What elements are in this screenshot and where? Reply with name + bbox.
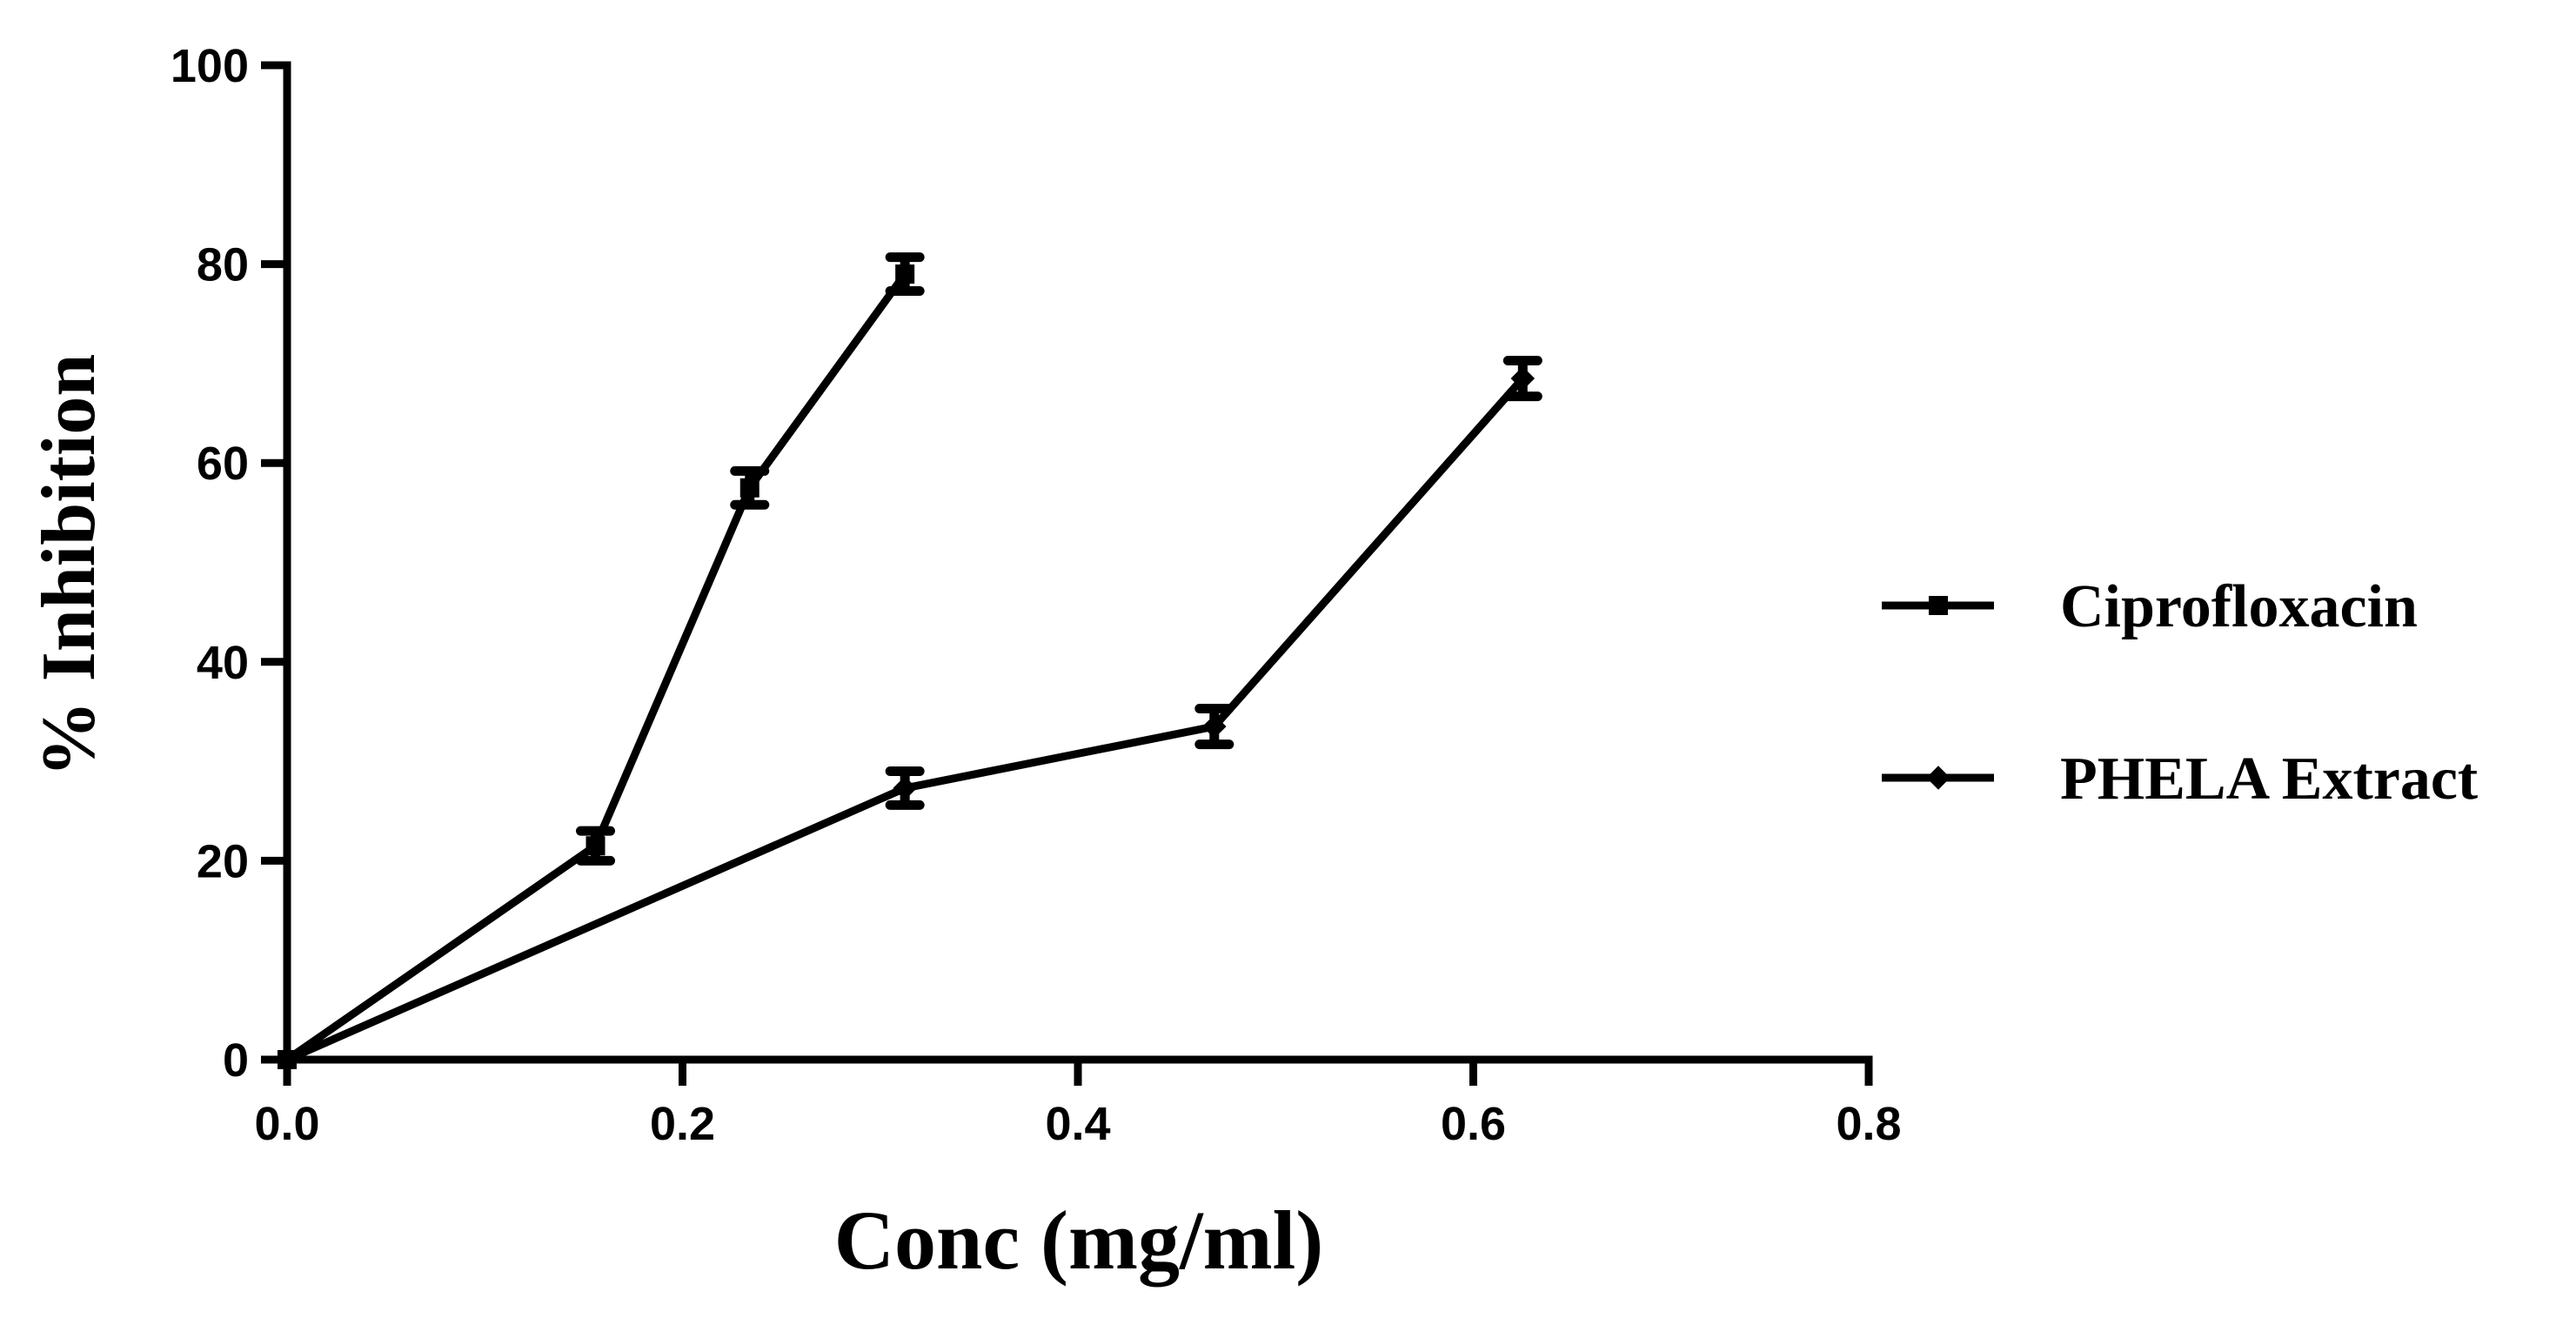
data-point: [739, 478, 759, 498]
legend-label: PHELA Extract: [2060, 746, 2478, 813]
x-tick-label: 0.8: [1836, 1098, 1901, 1150]
x-axis-title: Conc (mg/ml): [834, 1194, 1324, 1287]
y-tick-label: 40: [197, 637, 249, 689]
y-tick-label: 20: [197, 835, 249, 887]
x-tick-label: 0.4: [1045, 1098, 1110, 1150]
y-axis-title: % Inhibition: [27, 354, 111, 778]
x-tick-label: 0.0: [254, 1098, 319, 1150]
series-line: [284, 271, 908, 1063]
axes: 0.0 0.2 0.4 0.6 0.8 0 20 40 60 80 100: [171, 40, 1902, 1150]
legend-item-0: Ciprofloxacin: [1882, 573, 2418, 640]
y-tick-label: 100: [171, 40, 249, 92]
legend: Ciprofloxacin PHELA Extract: [1882, 573, 2478, 813]
y-tick-label: 60: [197, 438, 249, 490]
data-point: [1202, 714, 1227, 739]
legend-marker: [1929, 596, 1948, 615]
series-line: [285, 376, 1526, 1064]
x-tick-label: 0.6: [1441, 1098, 1506, 1150]
data-point: [275, 1047, 299, 1072]
legend-label: Ciprofloxacin: [2060, 573, 2418, 640]
data-point: [1510, 366, 1536, 391]
legend-marker: [1926, 766, 1950, 790]
data-point: [585, 836, 606, 856]
series-layer: [275, 252, 1542, 1072]
x-tick-label: 0.2: [650, 1098, 715, 1150]
y-tick-label: 0: [223, 1034, 249, 1087]
series-0: [278, 252, 925, 1069]
data-point: [895, 264, 915, 284]
y-tick-label: 80: [197, 239, 249, 291]
series-1: [275, 355, 1542, 1072]
legend-item-1: PHELA Extract: [1882, 746, 2478, 813]
data-point: [893, 776, 917, 800]
